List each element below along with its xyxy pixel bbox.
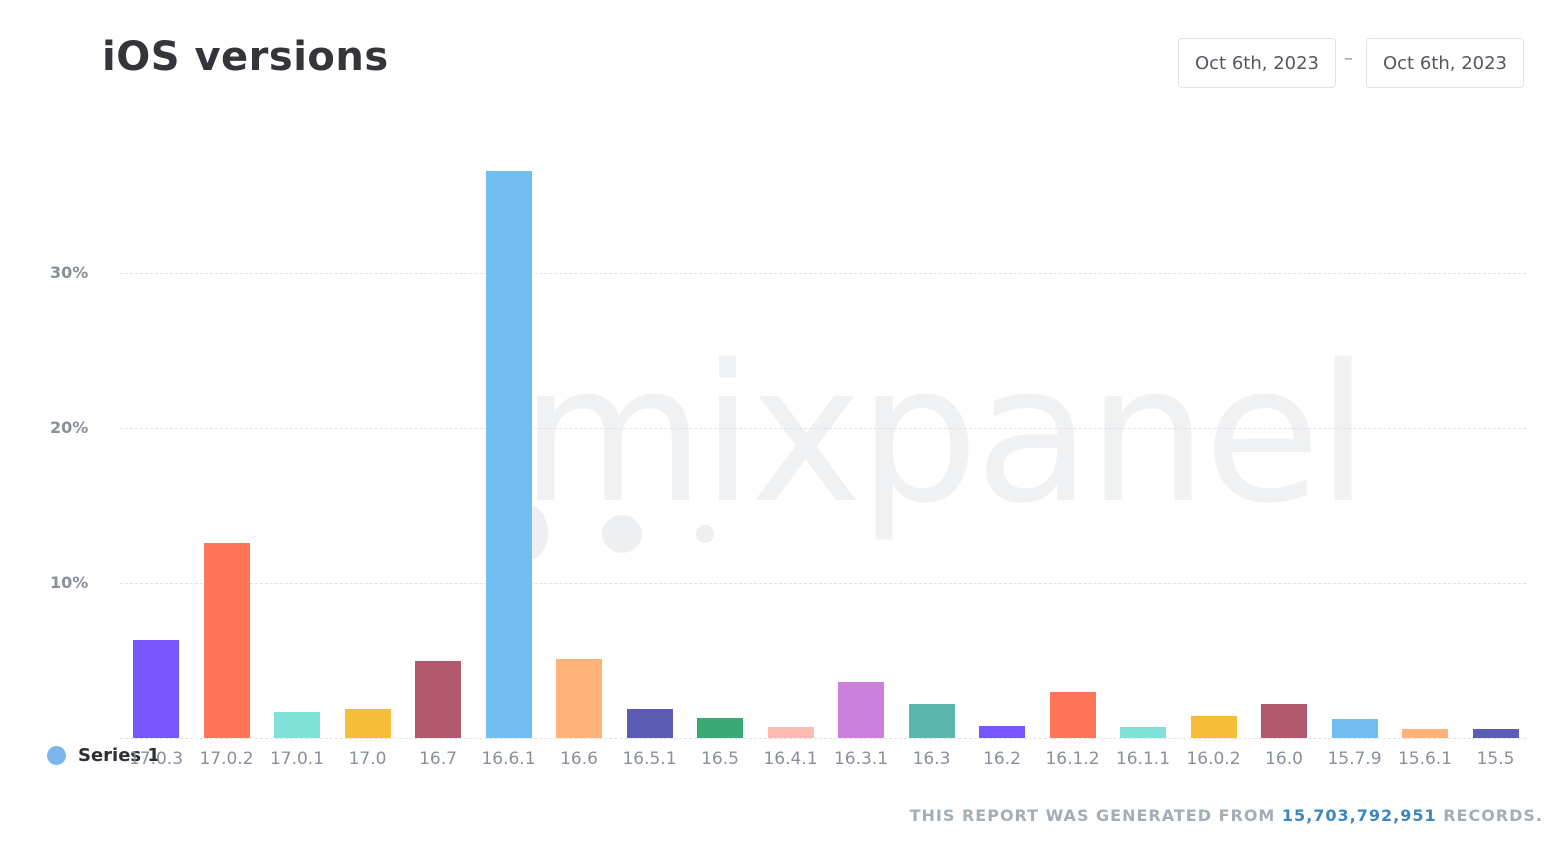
date-to-button[interactable]: Oct 6th, 2023 [1366, 38, 1524, 88]
x-label: 15.5 [1476, 749, 1515, 769]
bar-16-6-1[interactable] [485, 170, 532, 738]
bar-16-0[interactable] [1261, 703, 1307, 738]
gridline [120, 428, 1526, 429]
bar-17-0[interactable] [344, 708, 391, 738]
bar-16-4-1[interactable] [767, 727, 814, 738]
legend-label: Series 1 [78, 745, 160, 766]
bar-17-0-3[interactable] [133, 640, 179, 738]
date-separator: – [1344, 48, 1353, 69]
y-tick-20: 20% [50, 418, 89, 437]
bar-16-1-2[interactable] [1049, 691, 1096, 738]
watermark-dot-icon [602, 515, 642, 553]
bar-16-2[interactable] [979, 725, 1025, 738]
date-from-button[interactable]: Oct 6th, 2023 [1178, 38, 1336, 88]
x-label: 17.0.2 [199, 749, 254, 769]
x-label: 16.1.2 [1045, 749, 1100, 769]
x-label: 16.2 [983, 749, 1021, 769]
footer-prefix: THIS REPORT WAS GENERATED FROM [909, 806, 1276, 825]
bar-17-0-1[interactable] [274, 711, 320, 738]
x-label: 16.0.2 [1186, 749, 1241, 769]
y-tick-30: 30% [50, 263, 89, 282]
x-label: 16.6.1 [481, 749, 536, 769]
x-label: 16.5 [701, 749, 739, 769]
legend-item-series-1[interactable]: Series 1 [47, 745, 160, 766]
x-label: 16.7 [419, 749, 457, 769]
gridline [120, 273, 1526, 274]
records-count: 15,703,792,951 [1281, 806, 1437, 825]
x-label: 15.7.9 [1327, 749, 1382, 769]
x-label: 16.4.1 [763, 749, 818, 769]
bar-16-5-1[interactable] [626, 708, 673, 738]
x-label: 16.3.1 [833, 749, 889, 769]
bar-16-3-1[interactable] [838, 682, 884, 738]
bar-15-6-1[interactable] [1402, 728, 1448, 738]
x-label: 16.6 [560, 749, 598, 769]
x-label: 16.1.1 [1115, 749, 1171, 769]
x-label: 17.0.1 [269, 749, 325, 769]
x-label: 15.6.1 [1397, 749, 1453, 769]
x-label: 17.0 [348, 749, 387, 769]
x-axis-baseline [120, 738, 1526, 739]
bar-16-3[interactable] [908, 703, 955, 738]
bar-16-6[interactable] [556, 658, 602, 738]
bar-16-5[interactable] [697, 717, 743, 738]
records-footer: THIS REPORT WAS GENERATED FROM 15,703,79… [910, 806, 1543, 825]
x-label: 17.0.3 [128, 749, 184, 769]
series-dot-icon [47, 746, 66, 765]
bar-16-7[interactable] [415, 660, 461, 738]
bar-15-5[interactable] [1472, 728, 1519, 738]
gridline [120, 583, 1526, 584]
page-title: iOS versions [102, 34, 389, 80]
mixpanel-watermark: mixpanel [520, 324, 1369, 545]
x-label: 16.5.1 [622, 749, 677, 769]
bar-15-7-9[interactable] [1331, 719, 1378, 738]
y-tick-10: 10% [50, 573, 89, 592]
x-label: 16.3 [912, 749, 951, 769]
footer-suffix: RECORDS. [1443, 806, 1543, 825]
x-label: 16.0 [1265, 749, 1303, 769]
bar-16-0-2[interactable] [1190, 716, 1237, 738]
watermark-dot-icon [696, 525, 714, 543]
bar-17-0-2[interactable] [203, 542, 250, 738]
bar-16-1-1[interactable] [1120, 727, 1166, 738]
